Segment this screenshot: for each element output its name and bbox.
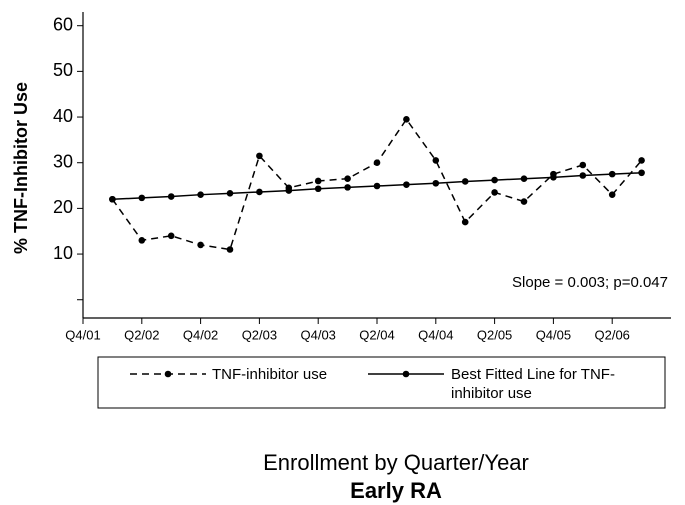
y-tick-label: 60: [53, 14, 73, 34]
y-tick-label: 50: [53, 60, 73, 80]
x-tick-label: Q2/03: [242, 327, 277, 342]
x-tick-label: Q4/01: [65, 327, 100, 342]
series-marker: [373, 182, 381, 190]
series-marker: [579, 161, 587, 169]
series-marker: [197, 241, 204, 249]
series-marker: [138, 237, 146, 244]
legend-marker: [164, 370, 172, 378]
series-marker: [167, 193, 175, 200]
y-tick-label: 20: [53, 197, 73, 217]
y-tick-label: 10: [53, 243, 73, 263]
series-marker: [373, 159, 381, 167]
legend-marker: [402, 370, 410, 378]
series-marker: [579, 172, 587, 179]
series-marker: [285, 187, 293, 194]
series-marker: [432, 179, 440, 187]
series-marker: [344, 175, 351, 183]
series-marker: [491, 189, 498, 196]
series-marker: [403, 116, 410, 123]
series-marker: [256, 152, 263, 160]
x-tick-label: Q4/05: [536, 327, 571, 342]
annotation: Slope = 0.003; p=0.047: [512, 274, 668, 291]
series-marker: [314, 177, 322, 185]
x-tick-label: Q4/03: [300, 327, 335, 342]
series-marker: [550, 174, 557, 181]
series-marker: [608, 170, 616, 178]
series-marker: [608, 191, 616, 198]
x-tick-label: Q2/02: [124, 327, 159, 342]
x-tick-label: Q2/04: [359, 327, 394, 342]
series-marker: [226, 246, 234, 253]
series-marker: [109, 195, 116, 203]
series-marker: [461, 178, 469, 185]
y-tick-label: 30: [53, 151, 73, 171]
series-marker: [226, 190, 234, 197]
legend-box: [97, 356, 666, 409]
x-tick-label: Q2/06: [594, 327, 629, 342]
x-tick-label: Q4/04: [418, 327, 453, 342]
series-marker: [167, 232, 175, 240]
series-marker: [491, 176, 498, 184]
y-tick-label: 40: [53, 106, 73, 126]
y-axis-label: % TNF-Inhibitor Use: [11, 82, 31, 254]
subtitle: Early RA: [350, 478, 442, 503]
series-marker: [403, 181, 410, 188]
legend-label: TNF-inhibitor use: [212, 366, 328, 383]
series-marker: [638, 169, 645, 177]
series-marker: [256, 188, 263, 196]
series-marker: [138, 194, 146, 202]
series-marker: [638, 157, 645, 164]
series-marker: [197, 191, 204, 198]
series-marker: [314, 185, 322, 193]
series-marker: [344, 184, 351, 191]
legend-label: Best Fitted Line for TNF-inhibitor use: [451, 366, 615, 402]
series-marker: [461, 218, 469, 226]
series-marker: [520, 198, 528, 205]
x-tick-label: Q2/05: [477, 327, 512, 342]
series-marker: [432, 157, 440, 164]
x-tick-label: Q4/02: [183, 327, 218, 342]
series-marker: [520, 175, 528, 183]
x-axis-label: Enrollment by Quarter/Year: [263, 450, 529, 475]
